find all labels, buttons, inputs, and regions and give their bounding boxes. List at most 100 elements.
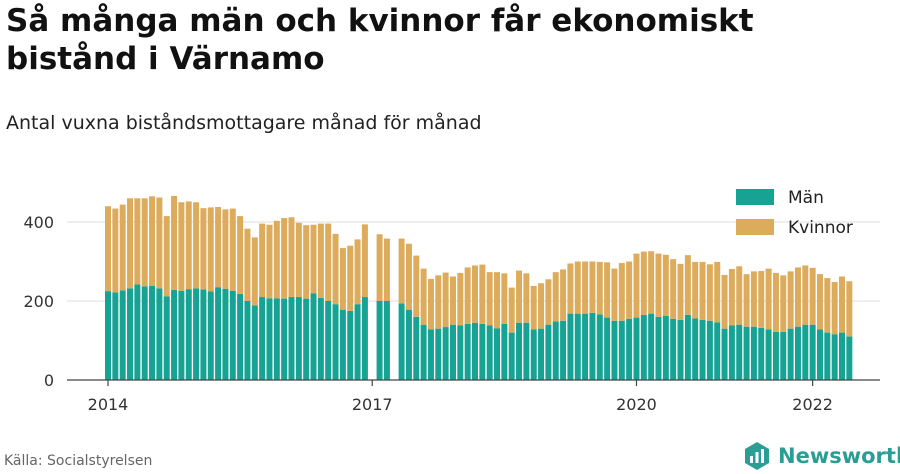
bar-kvinnor [508, 287, 515, 333]
bar-man [420, 324, 427, 380]
bar-man [427, 329, 434, 380]
bar-man [765, 329, 772, 380]
bar-kvinnor [486, 272, 493, 326]
source-note: Källa: Socialstyrelsen [4, 453, 153, 469]
bar-kvinnor [743, 274, 750, 327]
bar-man [846, 336, 853, 380]
bar-man [582, 313, 589, 380]
bar-kvinnor [736, 266, 743, 325]
bar-man [229, 290, 236, 380]
legend-label: Män [788, 188, 824, 208]
bar-kvinnor [479, 264, 486, 324]
bar-man [325, 301, 332, 380]
bar-man [149, 285, 156, 380]
bar-kvinnor [523, 273, 530, 323]
bar-man [714, 322, 721, 380]
bar-kvinnor [435, 275, 442, 329]
bar-kvinnor [112, 208, 119, 293]
bar-kvinnor [200, 208, 207, 290]
bar-kvinnor [706, 264, 713, 321]
bar-man [127, 288, 134, 380]
bar-kvinnor [677, 263, 684, 320]
bar-kvinnor [640, 251, 647, 315]
bar-man [787, 328, 794, 380]
bar-kvinnor [119, 204, 126, 291]
bar-man [589, 312, 596, 380]
bar-man [398, 303, 405, 380]
bar-kvinnor [185, 201, 192, 290]
bar-kvinnor [420, 268, 427, 325]
bar-kvinnor [251, 237, 258, 306]
bar-kvinnor [259, 223, 266, 298]
bar-kvinnor [156, 197, 163, 289]
bar-kvinnor [215, 206, 222, 288]
brand-name: Newsworthy [778, 444, 900, 468]
bar-man [486, 325, 493, 380]
bar-man [758, 327, 765, 380]
bar-kvinnor [772, 272, 779, 332]
bar-kvinnor [105, 206, 111, 292]
bar-man [171, 289, 178, 380]
legend-swatch [736, 189, 774, 205]
bar-kvinnor [552, 272, 559, 322]
bar-man [538, 328, 545, 380]
bar-man [839, 332, 845, 380]
bar-man [794, 326, 801, 380]
chart-title: Så många män och kvinnor får ekonomiskt … [6, 3, 754, 77]
bar-kvinnor [222, 209, 229, 289]
bar-kvinnor [413, 255, 420, 317]
legend-label: Kvinnor [788, 218, 853, 238]
bar-man [516, 322, 523, 380]
bar-man [494, 328, 501, 380]
bar-man [824, 332, 831, 380]
bar-man [560, 320, 567, 380]
x-tick-label: 2020 [616, 395, 657, 414]
bar-man [831, 334, 838, 380]
bar-man [530, 329, 537, 380]
bar-kvinnor [816, 274, 823, 330]
x-tick-label: 2014 [88, 395, 129, 414]
bar-man [479, 323, 486, 380]
bar-man [472, 322, 478, 380]
bar-kvinnor [787, 271, 794, 329]
bar-kvinnor [670, 259, 677, 319]
bar-kvinnor [127, 198, 134, 289]
bar-kvinnor [758, 270, 765, 328]
bar-kvinnor [714, 261, 721, 323]
bar-kvinnor [633, 253, 640, 318]
bar-kvinnor [611, 268, 618, 321]
bar-kvinnor [171, 195, 178, 290]
legend-swatch [736, 219, 774, 235]
bar-man [413, 316, 420, 380]
bar-man [295, 297, 302, 380]
bar-kvinnor [134, 198, 141, 285]
bar-kvinnor [516, 270, 523, 323]
bar-kvinnor [765, 268, 772, 330]
bar-man [185, 289, 192, 380]
bar-kvinnor [750, 271, 757, 327]
bar-man [552, 321, 559, 380]
bar-kvinnor [361, 224, 368, 298]
bar-man [596, 314, 603, 380]
bar-man [633, 317, 640, 380]
x-tick-label: 2017 [352, 395, 393, 414]
bar-kvinnor [457, 272, 464, 326]
y-tick-label: 200 [23, 292, 54, 311]
bar-man [728, 325, 735, 380]
bar-man [457, 325, 464, 380]
bar-man [405, 309, 412, 380]
bar-man [310, 293, 317, 380]
bar-man [604, 317, 611, 380]
bar-kvinnor [582, 261, 589, 314]
bar-kvinnor [376, 234, 383, 301]
bar-man [244, 301, 251, 380]
bar-kvinnor [604, 262, 611, 318]
bar-kvinnor [494, 272, 501, 329]
bar-kvinnor [802, 265, 809, 325]
bar-kvinnor [472, 265, 478, 323]
bar-kvinnor [464, 267, 471, 324]
bar-kvinnor [332, 233, 339, 305]
bar-man [207, 291, 214, 380]
bar-man [251, 305, 258, 380]
bar-man [618, 320, 625, 380]
